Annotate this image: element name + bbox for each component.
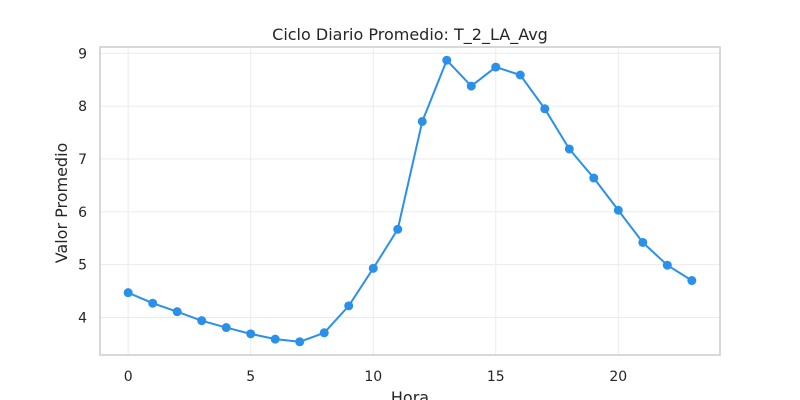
y-axis-label: Valor Promedio (52, 143, 71, 264)
data-point (442, 55, 452, 65)
y-tick-label: 4 (78, 310, 87, 326)
plot-frame (99, 46, 721, 356)
grid (100, 47, 720, 355)
x-tick-label: 0 (124, 369, 133, 385)
data-point (417, 116, 427, 126)
data-point (540, 104, 550, 114)
data-point (344, 301, 354, 311)
x-tick-label: 15 (487, 369, 505, 385)
data-point (172, 307, 182, 317)
x-axis-ticks: 0 5 10 15 20 (124, 369, 627, 385)
data-point (589, 173, 599, 183)
data-point (687, 276, 697, 286)
data-point (295, 337, 305, 347)
y-tick-label: 5 (78, 258, 87, 274)
data-point (197, 316, 207, 326)
data-point (123, 288, 133, 298)
x-tick-label: 5 (246, 369, 255, 385)
data-point (491, 62, 501, 72)
data-point (319, 328, 329, 338)
data-point (638, 237, 648, 247)
series-layer (123, 55, 697, 347)
data-point (246, 329, 256, 339)
data-point (564, 144, 574, 154)
data-point (368, 263, 378, 273)
data-point (515, 70, 525, 80)
x-axis-label: Hora (391, 388, 429, 400)
x-tick-label: 20 (609, 369, 627, 385)
data-point (613, 205, 623, 215)
series-line (127, 59, 693, 343)
data-point (466, 81, 476, 91)
x-tick-label: 10 (364, 369, 382, 385)
y-axis-ticks: 4 5 6 7 8 9 (78, 46, 87, 326)
data-point (270, 334, 280, 344)
data-point (148, 298, 158, 308)
data-point (662, 260, 672, 270)
data-point (221, 323, 231, 333)
y-tick-label: 9 (78, 46, 87, 62)
y-tick-label: 8 (78, 99, 87, 115)
data-point (393, 224, 403, 234)
y-tick-label: 7 (78, 152, 87, 168)
y-tick-label: 6 (78, 205, 87, 221)
chart-title: Ciclo Diario Promedio: T_2_LA_Avg (272, 25, 548, 45)
